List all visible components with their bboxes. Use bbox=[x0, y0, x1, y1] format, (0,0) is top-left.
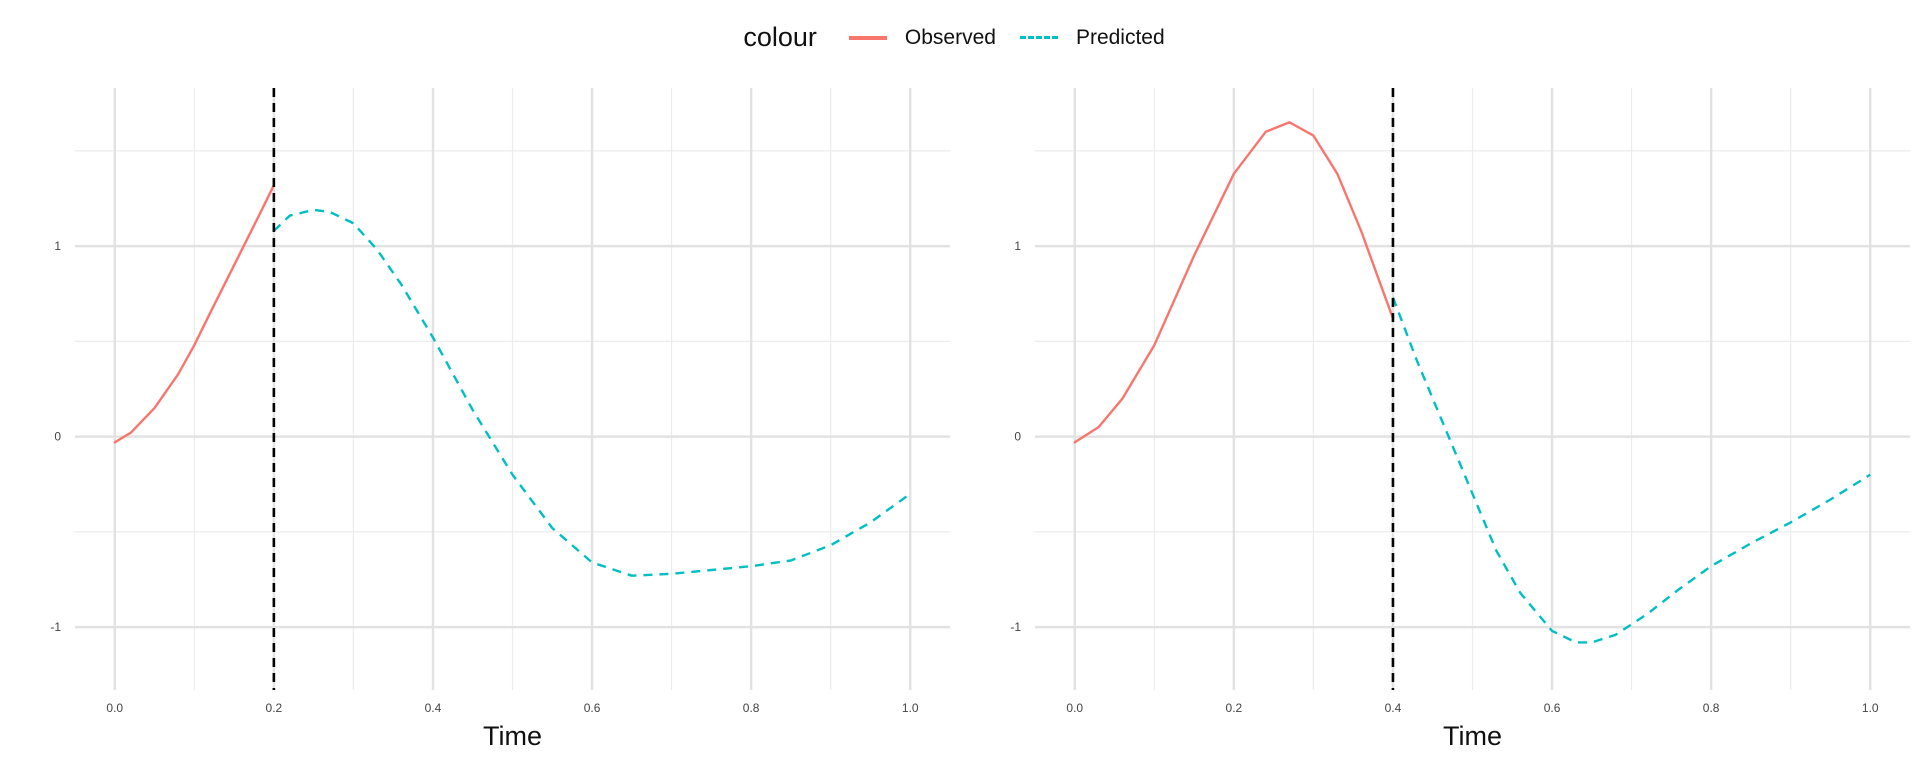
x-axis-title: Time bbox=[1443, 721, 1502, 751]
y-tick-label: 0 bbox=[1014, 430, 1021, 444]
legend-label-observed: Observed bbox=[904, 25, 996, 49]
x-tick-label: 0.8 bbox=[743, 701, 760, 715]
x-tick-label: 0.6 bbox=[1544, 701, 1561, 715]
x-tick-label: 1.0 bbox=[1862, 701, 1879, 715]
legend-key-observed bbox=[848, 35, 887, 40]
x-tick-label: 0.2 bbox=[1226, 701, 1243, 715]
x-tick-label: 0.4 bbox=[425, 701, 442, 715]
legend-title: colour bbox=[743, 22, 817, 52]
x-axis-title: Time bbox=[483, 721, 542, 751]
legend: colour Observed Predicted bbox=[0, 22, 1920, 53]
y-tick-label: 1 bbox=[54, 239, 61, 253]
x-tick-label: 0.6 bbox=[584, 701, 601, 715]
x-tick-label: 1.0 bbox=[902, 701, 919, 715]
legend-item-observed: Observed bbox=[848, 25, 996, 50]
legend-label-predicted: Predicted bbox=[1075, 25, 1165, 49]
x-tick-label: 0.4 bbox=[1385, 701, 1402, 715]
legend-key-predicted bbox=[1019, 36, 1058, 39]
legend-item-predicted: Predicted bbox=[1019, 25, 1165, 50]
x-tick-label: 0.2 bbox=[266, 701, 283, 715]
y-tick-label: 0 bbox=[54, 430, 61, 444]
y-tick-label: -1 bbox=[1010, 620, 1021, 634]
y-tick-label: -1 bbox=[50, 620, 61, 634]
x-tick-label: 0.0 bbox=[1066, 701, 1083, 715]
chart-panel-2: 0.0 0.2 0.4 0.6 0.8 1.0 -1 0 1 Time bbox=[1010, 88, 1910, 751]
x-tick-label: 0.0 bbox=[106, 701, 123, 715]
chart-panel-1: 0.0 0.2 0.4 0.6 0.8 1.0 -1 0 1 Time bbox=[50, 88, 950, 751]
y-tick-label: 1 bbox=[1014, 239, 1021, 253]
series-line-observed bbox=[1073, 121, 1395, 444]
series-line-observed bbox=[113, 183, 276, 444]
series-line-predicted bbox=[273, 208, 911, 577]
x-tick-label: 0.8 bbox=[1703, 701, 1720, 715]
